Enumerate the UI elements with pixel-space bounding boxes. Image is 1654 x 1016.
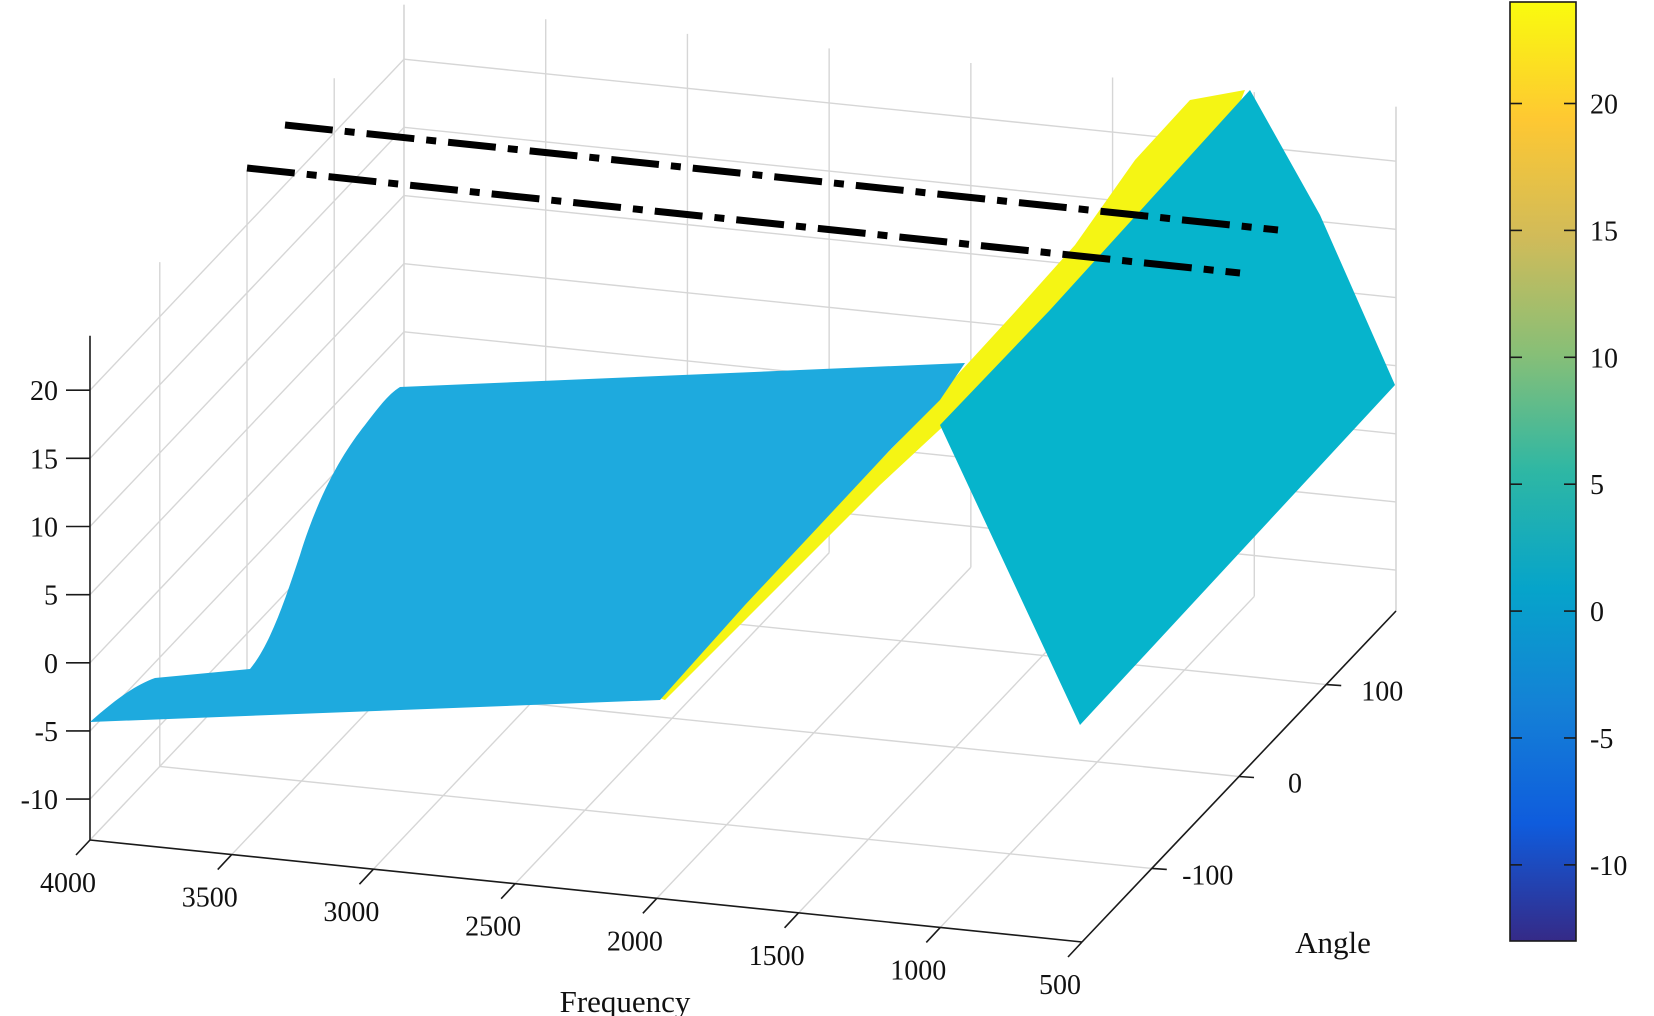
colorbar-tick-label: 15 [1590,216,1618,247]
x-tick [358,868,375,885]
reference-line [246,164,1241,277]
y-tick [1326,683,1342,687]
y-tick-label: -100 [1182,860,1233,891]
x-tick-label: 4000 [40,868,96,899]
x-tick [925,926,941,943]
x-tick [783,912,800,929]
x-axis-title: Frequency [560,984,691,1016]
axes [66,335,1397,958]
z-tick-label: 10 [30,513,58,544]
y-tick-label: 0 [1288,769,1302,800]
y-gridline [159,765,1152,870]
colorbar-tick-label: 10 [1590,343,1618,374]
colorbar: -10 -5 0 5 10 15 20 [1509,1,1627,942]
colorbar-ticks: -10 -5 0 5 10 15 20 [1510,90,1627,882]
x-tick-label: 500 [1039,970,1081,1001]
x-tick-label: 2000 [607,926,663,957]
colorbar-tick-label: -10 [1590,851,1627,882]
x-tick-label: 2500 [465,912,521,943]
x-tick-label: 1000 [890,955,946,986]
y-tick [1238,775,1255,779]
y-axis-title: Angle [1295,925,1371,960]
z-tick-label: -5 [35,717,58,748]
z-tick-label: 5 [44,581,58,612]
x-tick [75,839,91,856]
right-face-surface [940,90,1395,725]
colorbar-tick-label: -5 [1590,724,1613,755]
x-tick [1067,941,1083,958]
x-tick [642,897,658,914]
colorbar-tick-label: 0 [1590,597,1604,628]
z-tick-label: 20 [30,376,58,407]
z-tick-label: 0 [44,649,58,680]
front-face-surface [90,363,965,722]
y-tick [1151,867,1167,871]
x-tick-label: 3500 [182,883,238,914]
z-tick-label: 15 [30,444,58,475]
colorbar-tick-label: 5 [1590,470,1604,501]
z-tick-label: -10 [21,785,58,816]
x-tick-label: 1500 [749,941,805,972]
reference-line [284,121,1279,234]
colorbar-fill [1509,1,1577,942]
reference-lines [246,121,1279,277]
surface [90,90,1395,725]
x-tick [217,854,233,871]
y-tick-label: 100 [1361,677,1403,708]
x-tick-label: 3000 [323,897,379,928]
x-tick [500,883,516,900]
x-axis-line [89,839,1083,943]
colorbar-tick-label: 20 [1590,90,1618,121]
